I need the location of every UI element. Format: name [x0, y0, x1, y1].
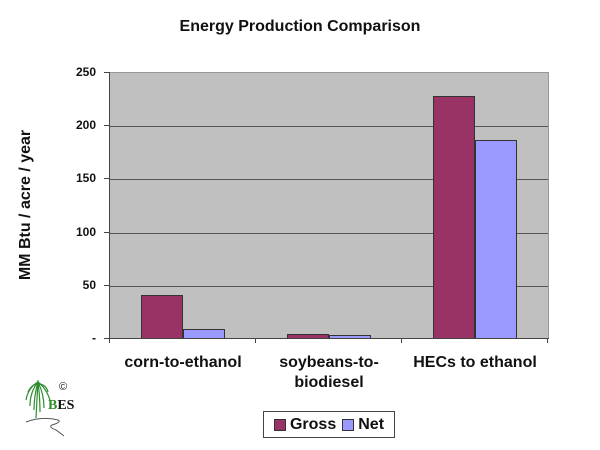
y-tick-label: 50	[82, 277, 96, 292]
gridline	[110, 179, 548, 181]
legend-label-net: Net	[358, 415, 385, 433]
bar-gross	[141, 295, 183, 339]
legend-item-net: Net	[342, 416, 384, 434]
y-tick	[104, 284, 109, 286]
category-label: HECs to ethanol	[413, 354, 537, 371]
x-tick	[401, 338, 402, 343]
gridline	[110, 285, 548, 287]
y-tick-label: -	[92, 331, 96, 345]
y-tick	[104, 125, 109, 127]
bar-gross	[433, 96, 475, 339]
gridline	[110, 126, 548, 128]
y-tick	[104, 178, 109, 180]
legend-item-gross: Gross	[273, 415, 337, 434]
gridline	[110, 232, 548, 234]
y-axis-line	[109, 72, 110, 339]
x-axis-line	[109, 338, 549, 339]
y-tick	[104, 72, 109, 73]
legend: Gross Net	[263, 411, 395, 438]
y-tick-label: 250	[75, 65, 96, 79]
y-tick-label: 200	[75, 118, 96, 133]
gross-swatch-icon	[273, 418, 286, 431]
net-swatch-icon	[342, 418, 355, 431]
x-tick	[547, 338, 548, 343]
y-tick-label: 100	[75, 224, 96, 239]
x-tick	[109, 338, 110, 343]
copyright-mark: ©	[59, 381, 68, 393]
legend-label-gross: Gross	[289, 415, 337, 433]
category-label: soybeans-to-biodiesel	[279, 354, 379, 391]
y-tick-label: 150	[75, 171, 96, 186]
y-tick	[104, 231, 109, 233]
chart-title: Energy Production Comparison	[179, 18, 421, 35]
category-label: corn-to-ethanol	[124, 354, 242, 371]
x-tick	[255, 338, 256, 343]
bes-palm-logo-icon	[25, 379, 65, 437]
y-tick	[104, 338, 109, 339]
bes-logo-text: BES	[48, 398, 75, 413]
y-axis-label: MM Btu / acre / year	[17, 129, 34, 281]
plot-area	[110, 72, 549, 339]
bar-net	[475, 140, 517, 339]
